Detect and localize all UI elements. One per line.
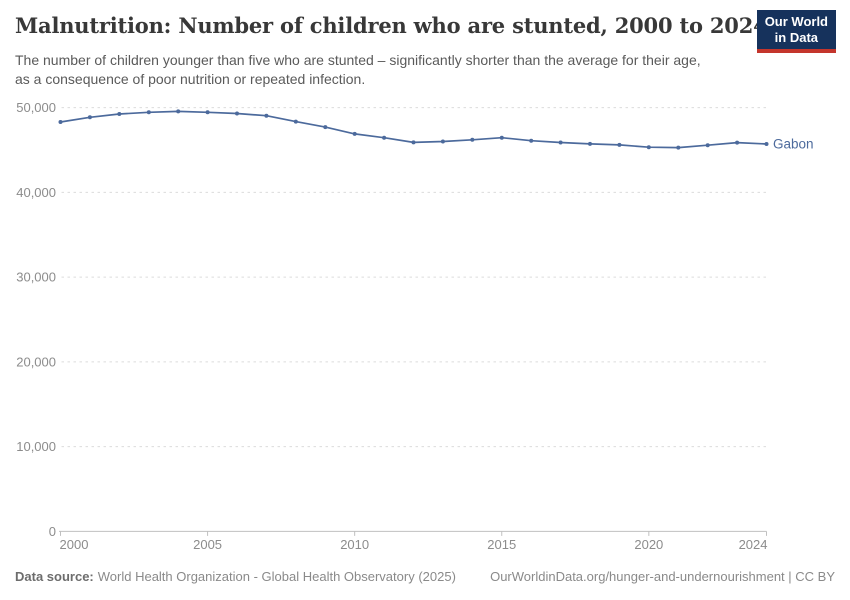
data-point[interactable] — [352, 131, 357, 136]
chart-footer: Data source: World Health Organization - … — [15, 569, 835, 584]
data-source-text: World Health Organization - Global Healt… — [97, 569, 456, 584]
data-point[interactable] — [58, 120, 63, 124]
owid-logo[interactable]: Our World in Data — [756, 10, 836, 53]
data-point[interactable] — [617, 142, 622, 147]
owid-logo-line-2: in Data — [774, 30, 819, 45]
data-point[interactable] — [235, 111, 239, 116]
y-axis-tick-label: 50,000 — [16, 100, 56, 115]
y-axis-tick-label: 0 — [49, 524, 56, 539]
data-point[interactable] — [146, 110, 151, 115]
x-axis-tick-label: 2020 — [634, 537, 663, 552]
data-point[interactable] — [440, 139, 445, 144]
data-point[interactable] — [264, 113, 269, 118]
data-point[interactable] — [499, 135, 504, 140]
y-axis-tick-label: 20,000 — [16, 354, 56, 369]
chart-subtitle: The number of children younger than five… — [15, 51, 701, 89]
data-point[interactable] — [676, 145, 681, 150]
owid-logo-line-1: Our World — [764, 14, 828, 29]
x-axis-tick-label: 2015 — [487, 537, 516, 552]
y-axis-tick-label: 40,000 — [16, 185, 56, 200]
data-point[interactable] — [117, 112, 122, 116]
data-point[interactable] — [87, 115, 92, 120]
data-point[interactable] — [764, 142, 769, 146]
x-axis-tick-label: 2005 — [193, 537, 222, 552]
data-point[interactable] — [529, 138, 534, 143]
data-point[interactable] — [705, 143, 710, 148]
y-axis-tick-label: 10,000 — [16, 439, 56, 454]
data-point[interactable] — [205, 110, 210, 115]
data-point[interactable] — [176, 109, 181, 114]
data-source-label: Data source: — [15, 569, 94, 584]
subtitle-line-2: as a consequence of poor nutrition or re… — [15, 71, 366, 87]
page-title: Malnutrition: Number of children who are… — [15, 13, 768, 38]
x-axis-tick-label: 2010 — [340, 537, 369, 552]
series-label-gabon[interactable]: Gabon — [773, 137, 814, 152]
data-point[interactable] — [293, 119, 298, 124]
footer-link[interactable]: OurWorldinData.org/hunger-and-undernouri… — [490, 569, 835, 584]
subtitle-line-1: The number of children younger than five… — [15, 52, 701, 68]
data-point[interactable] — [470, 137, 475, 142]
data-point[interactable] — [646, 145, 651, 150]
data-point[interactable] — [411, 140, 416, 145]
data-point[interactable] — [735, 140, 740, 145]
data-point[interactable] — [382, 135, 387, 140]
x-axis-tick-label: 2024 — [739, 537, 768, 552]
x-axis-tick-label: 2000 — [60, 537, 89, 552]
y-axis-tick-label: 30,000 — [16, 270, 56, 285]
data-point[interactable] — [588, 141, 592, 146]
data-source: Data source: World Health Organization - … — [15, 569, 456, 584]
data-point[interactable] — [323, 125, 328, 130]
data-point[interactable] — [558, 140, 563, 145]
